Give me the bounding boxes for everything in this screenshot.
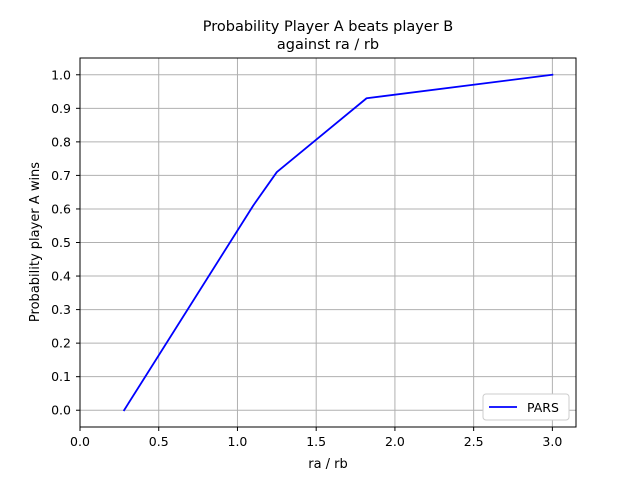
y-tick-label: 0.6 [51, 201, 71, 216]
y-axis-ticks: 0.0 0.1 0.2 0.3 0.4 0.5 0.6 0.7 0.8 0.9 1.0 [51, 67, 80, 418]
x-tick-label: 2.5 [464, 434, 484, 449]
series-layer [122, 73, 554, 412]
chart-title-line-1: Probability Player A beats player B [203, 19, 454, 35]
y-tick-label: 0.1 [51, 369, 71, 384]
y-tick-label: 0.7 [51, 168, 71, 183]
series-line-pars [122, 73, 554, 412]
x-tick-label: 1.0 [228, 434, 248, 449]
y-tick-label: 0.0 [51, 403, 71, 418]
y-tick-label: 0.3 [51, 302, 71, 317]
x-axis-ticks: 0.0 0.5 1.0 1.5 2.0 2.5 3.0 [70, 427, 562, 449]
y-axis-label: Probability player A wins [28, 162, 43, 322]
legend: PARS [482, 393, 570, 421]
x-tick-label: 0.5 [149, 434, 169, 449]
y-tick-label: 0.5 [51, 235, 71, 250]
y-tick-label: 0.8 [51, 134, 71, 149]
chart-title-line-2: against ra / rb [277, 37, 379, 53]
x-tick-label: 1.5 [306, 434, 326, 449]
y-tick-label: 0.2 [51, 336, 71, 351]
legend-label-pars: PARS [527, 400, 559, 415]
x-tick-label: 2.0 [385, 434, 405, 449]
x-axis-label: ra / rb [308, 457, 348, 472]
x-tick-label: 0.0 [70, 434, 90, 449]
y-tick-label: 1.0 [51, 67, 71, 82]
grid-lines [79, 58, 576, 427]
y-tick-label: 0.4 [51, 269, 71, 284]
y-tick-label: 0.9 [51, 101, 71, 116]
x-tick-label: 3.0 [542, 434, 562, 449]
legend-box [482, 393, 570, 421]
chart-title: Probability Player A beats player B agai… [203, 19, 454, 53]
